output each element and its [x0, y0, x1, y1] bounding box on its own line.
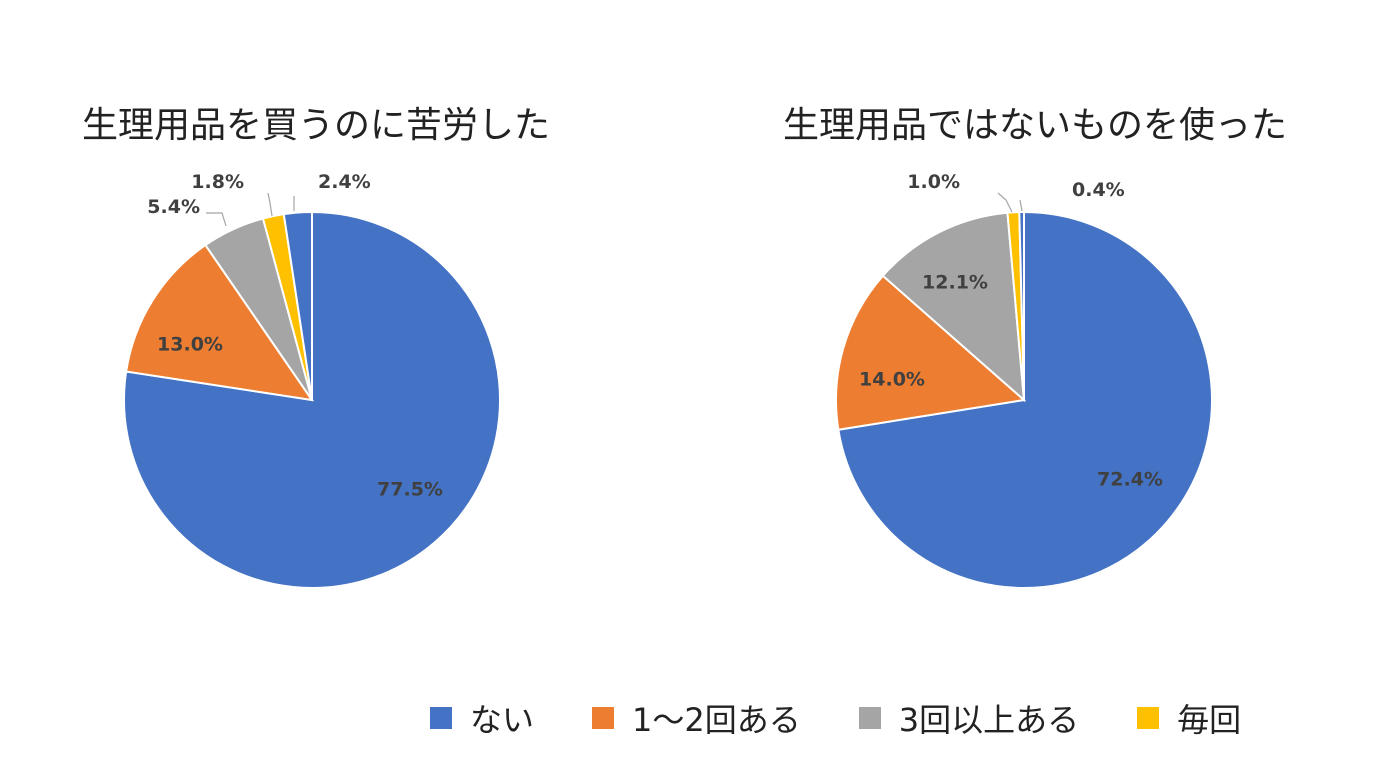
data-label: 13.0% [157, 334, 223, 356]
pie-slice [1018, 210, 1025, 401]
data-label: 0.4% [1072, 179, 1125, 201]
legend-swatch [430, 707, 452, 729]
chart-title-left: 生理用品を買うのに苦労した [82, 105, 551, 146]
pie-chart-left: 77.5% 13.0% 5.4% 1.8% 2.4% [123, 171, 501, 589]
legend-item-none: ない [430, 695, 534, 741]
data-label: 1.8% [191, 171, 244, 193]
legend-item-3plus: 3回以上ある [858, 695, 1080, 741]
pie-slice [835, 274, 1027, 431]
leader-line [1019, 199, 1023, 212]
legend-swatch [1137, 707, 1160, 729]
pie-slice [282, 210, 313, 401]
legend-label: 毎回 [1177, 701, 1242, 739]
pie-chart-right: 72.4% 14.0% 12.1% 1.0% 0.4% [835, 171, 1213, 589]
legend-swatch [858, 707, 881, 729]
legend-label: 3回以上ある [898, 701, 1080, 739]
chart-title-right: 生理用品ではないものを使った [783, 105, 1288, 146]
leader-line [267, 192, 273, 217]
data-label: 1.0% [907, 171, 960, 193]
legend-label: ない [470, 701, 535, 739]
data-label: 14.0% [859, 369, 925, 391]
legend-swatch [592, 707, 615, 729]
pie-slice [881, 211, 1026, 403]
legend-item-1-2: 1～2回ある [592, 695, 801, 741]
data-label: 72.4% [1097, 469, 1163, 491]
leader-line [206, 212, 227, 227]
legend: ない 1～2回ある 3回以上ある 毎回 [430, 695, 1241, 741]
leader-line [997, 192, 1013, 213]
legend-label: 1～2回ある [632, 701, 801, 739]
data-label: 5.4% [147, 196, 200, 218]
data-label: 2.4% [318, 171, 371, 193]
data-label: 77.5% [377, 479, 443, 501]
pie-slice [125, 243, 315, 402]
data-label: 12.1% [922, 272, 988, 294]
legend-item-every: 毎回 [1137, 695, 1241, 741]
